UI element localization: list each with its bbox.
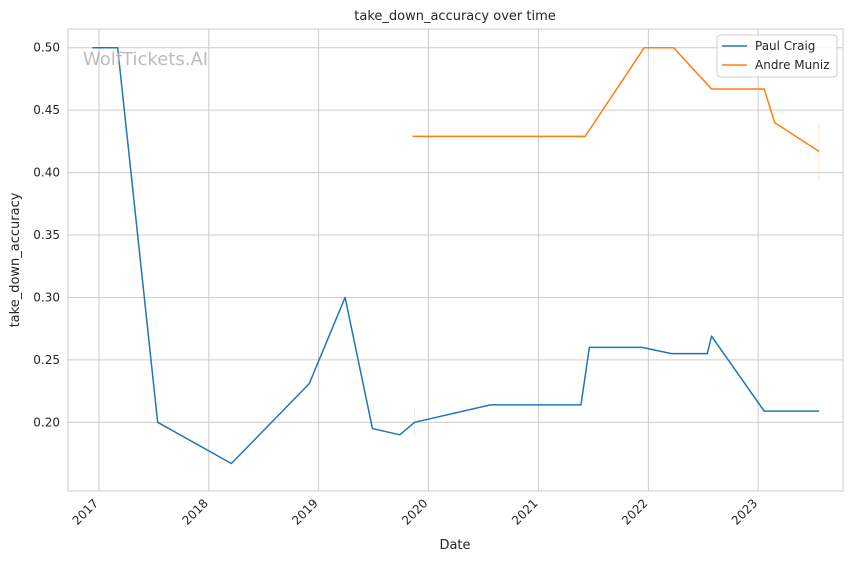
data-point xyxy=(672,47,674,49)
y-tick-label: 0.45 xyxy=(33,103,60,117)
data-point xyxy=(710,88,712,90)
series-layer xyxy=(92,46,820,465)
x-axis-title: Date xyxy=(439,538,470,553)
chart-title: take_down_accuracy over time xyxy=(354,9,555,24)
data-point xyxy=(411,135,413,137)
legend: Paul Craig Andre Muniz xyxy=(716,34,838,78)
data-point xyxy=(774,121,776,123)
data-point xyxy=(371,427,373,429)
data-point xyxy=(706,352,708,354)
y-tick-label: 0.35 xyxy=(33,228,60,242)
data-point xyxy=(588,346,590,348)
data-point xyxy=(399,434,401,436)
data-point xyxy=(763,410,765,412)
y-axis-ticks: 0.20 0.25 0.30 0.35 0.40 0.45 0.50 xyxy=(33,41,60,430)
legend-label: Paul Craig xyxy=(755,39,815,53)
series-line-1 xyxy=(412,46,820,152)
y-tick-label: 0.50 xyxy=(33,41,60,55)
data-point xyxy=(670,352,672,354)
data-point xyxy=(489,404,491,406)
data-point xyxy=(230,462,232,464)
y-tick-label: 0.30 xyxy=(33,290,60,304)
plot-frame xyxy=(67,28,844,492)
y-tick-label: 0.40 xyxy=(33,166,60,180)
y-axis-title: take_down_accuracy xyxy=(8,192,23,327)
grid xyxy=(68,29,843,491)
data-point xyxy=(584,135,586,137)
watermark-text: WolfTickets.AI xyxy=(83,49,208,70)
y-tick-label: 0.20 xyxy=(33,415,60,429)
data-point xyxy=(308,382,310,384)
data-point xyxy=(580,404,582,406)
y-tick-label: 0.25 xyxy=(33,353,60,367)
data-point xyxy=(344,296,346,298)
data-point xyxy=(818,410,820,412)
legend-label: Andre Muniz xyxy=(755,58,830,72)
data-point xyxy=(156,421,158,423)
plot-area xyxy=(68,29,843,491)
series-line-0 xyxy=(92,46,819,465)
data-point xyxy=(643,47,645,49)
data-point xyxy=(763,88,765,90)
data-point xyxy=(710,335,712,337)
data-point xyxy=(641,346,643,348)
